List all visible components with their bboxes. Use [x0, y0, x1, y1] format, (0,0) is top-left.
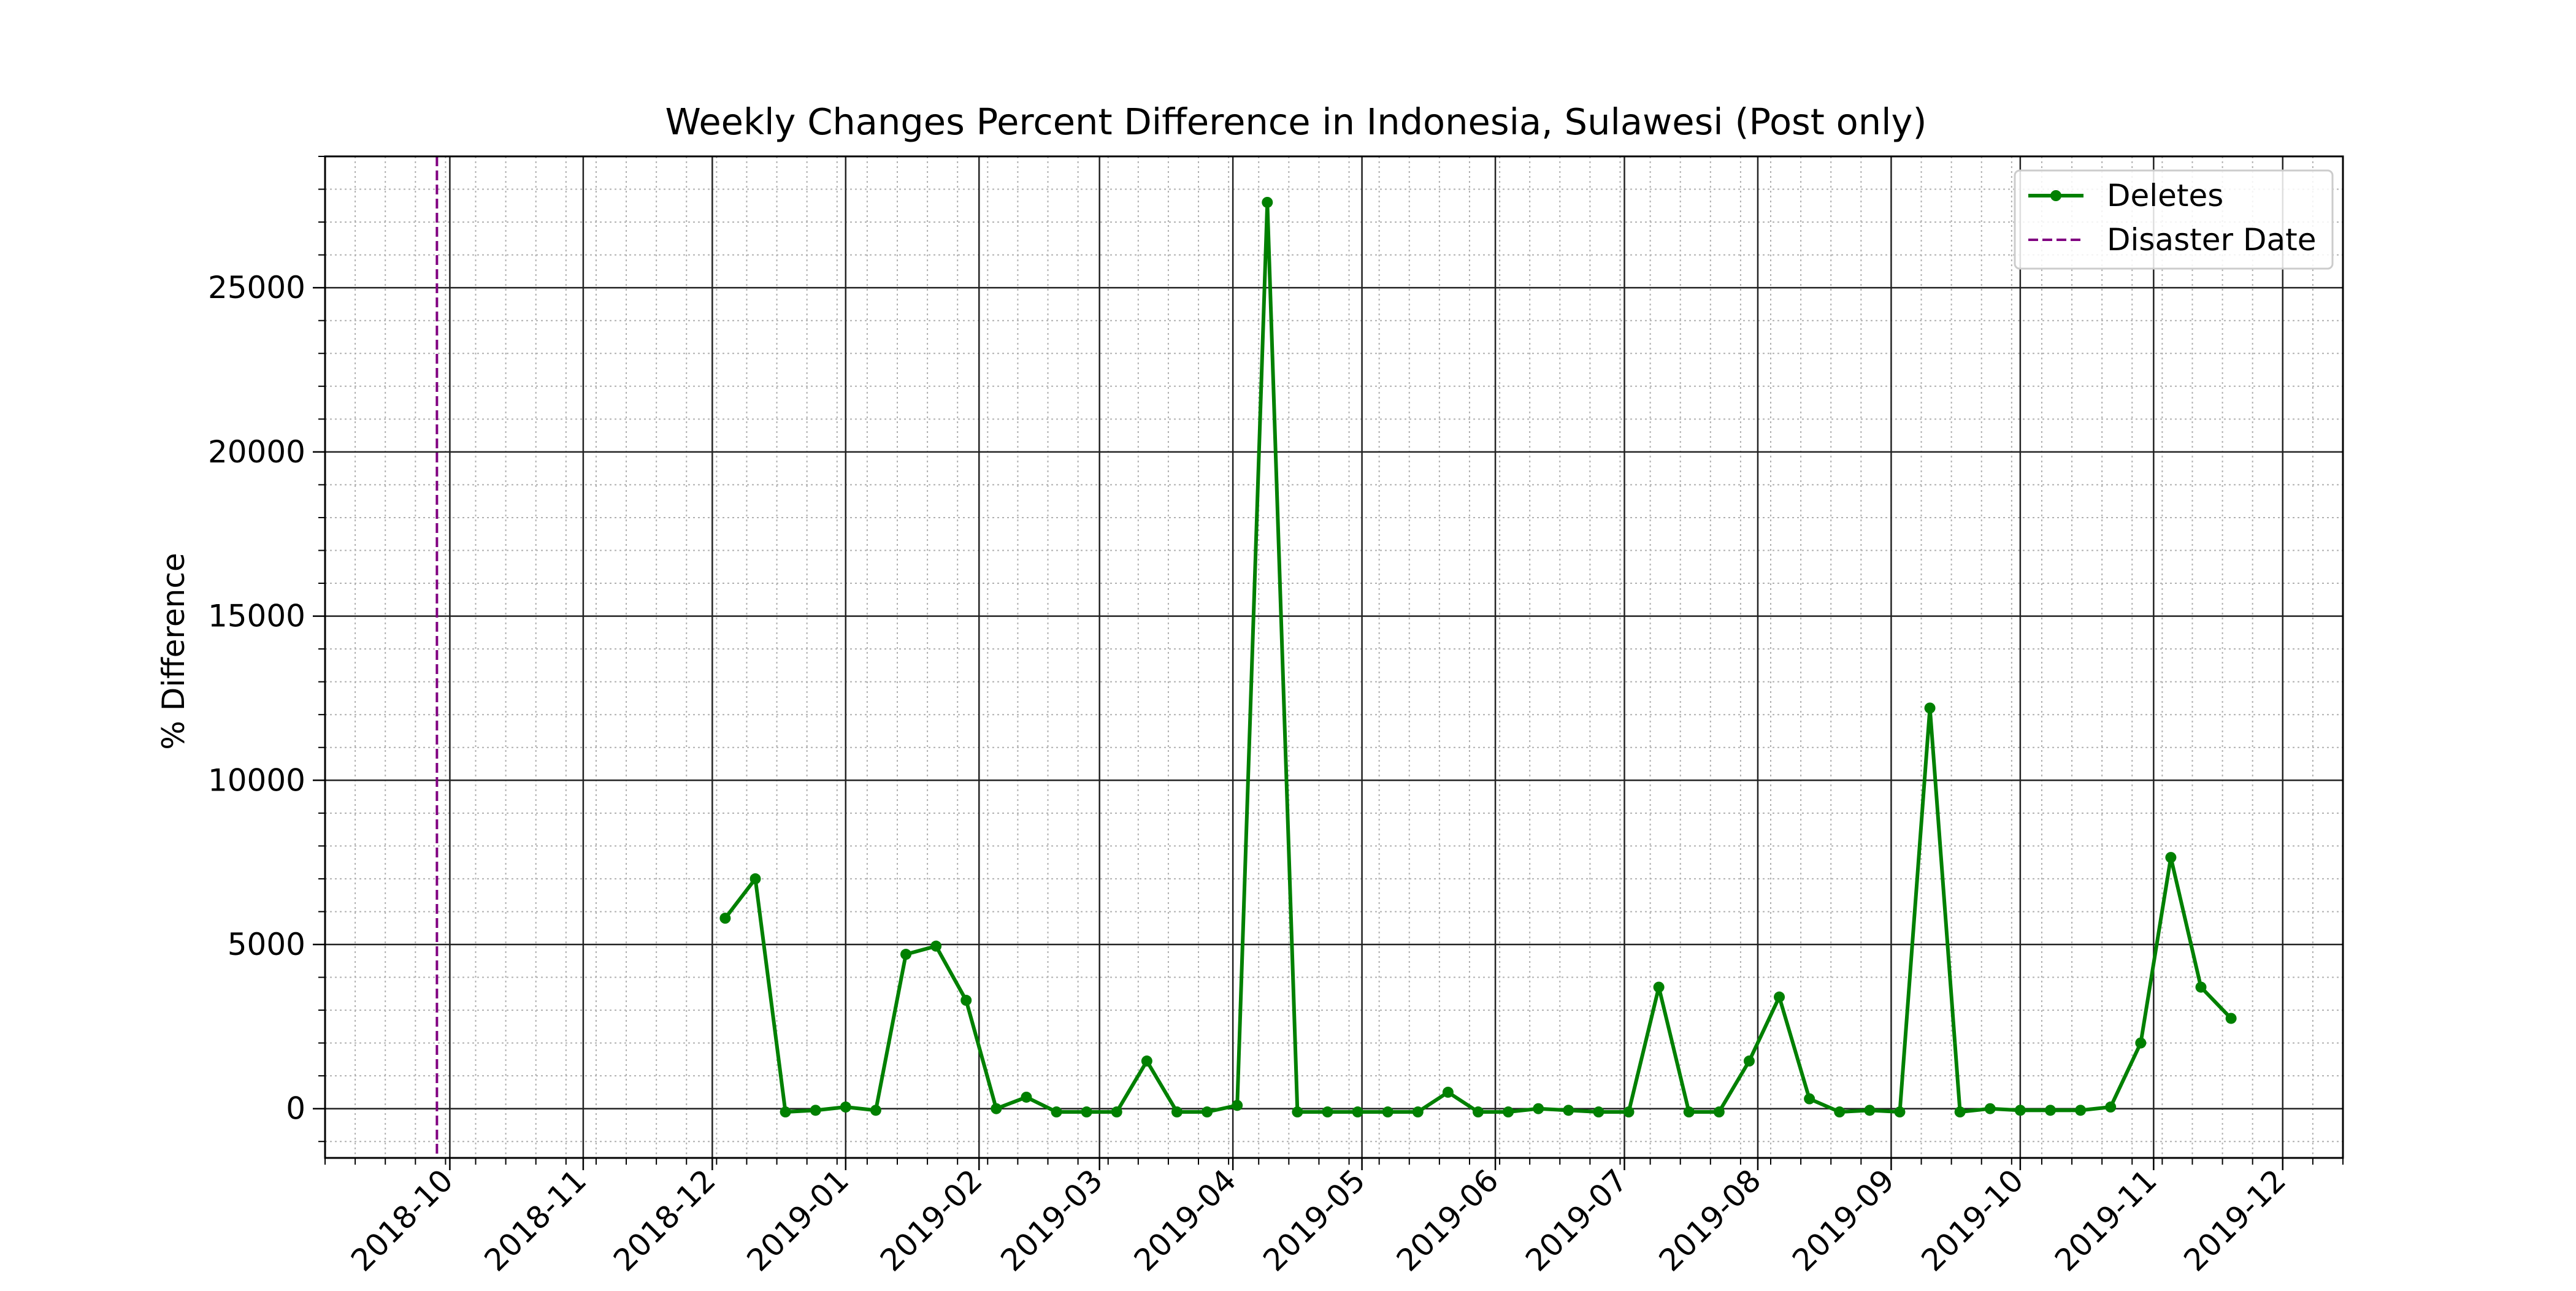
data-point [2044, 1105, 2056, 1116]
data-point [1202, 1106, 1213, 1118]
data-point [2135, 1037, 2147, 1049]
data-point [1804, 1093, 1815, 1105]
data-point [2075, 1105, 2087, 1116]
data-point [1653, 981, 1665, 993]
data-point [991, 1103, 1002, 1114]
legend-marker-deletes [2050, 190, 2061, 201]
data-point [1141, 1055, 1152, 1067]
data-point [1864, 1105, 1876, 1116]
data-point [1593, 1106, 1604, 1118]
legend: Deletes Disaster Date [2014, 169, 2334, 270]
y-tick-label: 10000 [208, 762, 305, 798]
data-point [1352, 1106, 1363, 1118]
data-point [1412, 1106, 1424, 1118]
y-tick-label: 25000 [208, 270, 305, 305]
data-point [780, 1106, 791, 1118]
data-point [1954, 1106, 1966, 1118]
data-point [1111, 1106, 1122, 1118]
data-point [1834, 1106, 1846, 1118]
data-point [2195, 981, 2207, 993]
data-point [900, 949, 912, 960]
y-tick-label: 15000 [208, 599, 305, 634]
data-point [2014, 1105, 2026, 1116]
legend-label-disaster-date: Disaster Date [2107, 222, 2316, 258]
data-point [2165, 852, 2177, 864]
data-point [1021, 1091, 1032, 1103]
data-point [1382, 1106, 1393, 1118]
data-point [1503, 1106, 1514, 1118]
legend-label-deletes: Deletes [2107, 178, 2223, 213]
axes-frame [324, 155, 2344, 1159]
data-point [810, 1105, 821, 1116]
y-tick-label: 0 [286, 1091, 305, 1127]
data-point [719, 913, 731, 924]
data-point [1774, 991, 1785, 1003]
chart-title: Weekly Changes Percent Difference in Ind… [665, 101, 1927, 143]
legend-box [2014, 169, 2334, 270]
data-point [1262, 196, 1273, 208]
data-point [1894, 1106, 1906, 1118]
data-point [1924, 702, 1936, 714]
data-point [1623, 1106, 1635, 1118]
data-point [1442, 1086, 1454, 1098]
data-point [749, 873, 761, 884]
data-point [1533, 1103, 1544, 1114]
data-point [930, 940, 942, 952]
data-point [1984, 1103, 1996, 1114]
data-point [2225, 1013, 2237, 1024]
y-tick-label: 20000 [208, 434, 305, 470]
data-point [960, 995, 972, 1006]
data-point [1563, 1105, 1574, 1116]
data-point [1171, 1106, 1183, 1118]
data-point [1713, 1106, 1725, 1118]
data-point [1292, 1106, 1303, 1118]
data-point [1322, 1106, 1333, 1118]
data-point [840, 1101, 851, 1113]
data-point [1051, 1106, 1062, 1118]
data-point [2105, 1101, 2117, 1113]
data-point [1743, 1055, 1755, 1067]
y-axis-label: % Difference [156, 553, 191, 749]
y-tick-label: 5000 [228, 927, 305, 962]
data-point [1683, 1106, 1695, 1118]
data-point [870, 1105, 881, 1116]
data-point [1232, 1100, 1243, 1111]
data-point [1081, 1106, 1092, 1118]
data-point [1473, 1106, 1484, 1118]
